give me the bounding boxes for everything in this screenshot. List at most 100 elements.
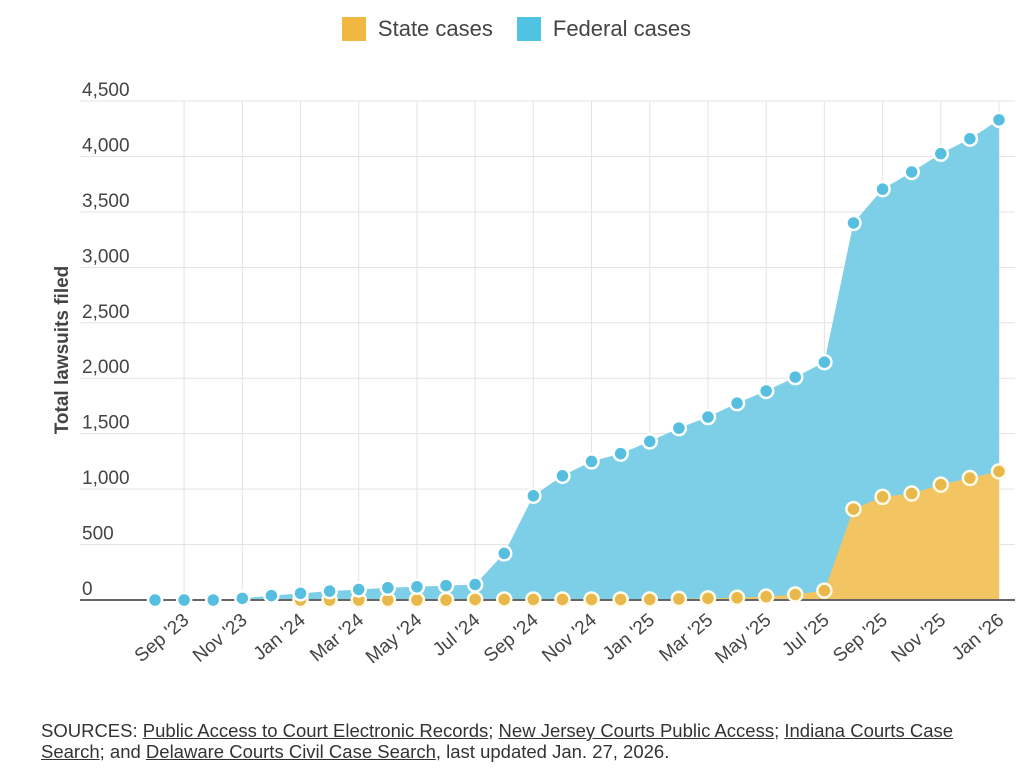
federal-data-point: [874, 180, 891, 198]
state-data-point: [641, 591, 659, 608]
y-tick-label: 1,000: [82, 468, 130, 489]
federal-data-point: [437, 577, 455, 594]
x-tick-label: May '25: [711, 610, 775, 668]
federal-data-point: [175, 591, 193, 609]
federal-data-point: [466, 576, 484, 593]
federal-data-point: [495, 545, 513, 562]
y-tick-label: 3,000: [82, 246, 130, 267]
source-link-pacer[interactable]: Public Access to Court Electronic Record…: [142, 720, 489, 741]
state-data-point: [845, 500, 862, 518]
sources-sep: ;: [488, 720, 499, 741]
state-area: [155, 471, 999, 600]
state-data-point: [874, 488, 891, 506]
y-tick-label: 0: [82, 579, 93, 600]
federal-data-point: [263, 587, 280, 604]
y-tick-label: 1,500: [82, 413, 130, 434]
sources-suffix: , last updated Jan. 27, 2026.: [435, 741, 670, 762]
state-data-point: [728, 589, 746, 607]
federal-swatch: [516, 17, 541, 41]
state-data-point: [525, 591, 542, 608]
federal-data-point: [350, 581, 367, 598]
federal-data-point: [670, 419, 688, 437]
state-data-point: [699, 590, 717, 607]
federal-data-point: [583, 453, 600, 470]
x-tick-label: Jul '24: [429, 609, 484, 660]
source-link-delaware[interactable]: Delaware Courts Civil Case Search: [145, 741, 436, 762]
federal-data-point: [641, 433, 659, 450]
federal-data-point: [379, 579, 397, 597]
federal-data-point: [321, 582, 338, 600]
state-data-point: [903, 485, 920, 502]
y-axis-label: Total lawsuits filed: [52, 266, 73, 435]
federal-data-point: [816, 353, 833, 371]
sources-sep: ;: [774, 720, 785, 741]
state-data-point: [466, 591, 484, 608]
state-data-point: [990, 463, 1008, 480]
y-tick-label: 4,000: [82, 135, 130, 156]
state-swatch: [341, 17, 366, 41]
x-tick-label: Mar '24: [306, 609, 368, 666]
state-data-point: [612, 591, 629, 608]
x-tick-label: Nov '25: [888, 610, 950, 667]
legend: State cases Federal cases: [0, 16, 1033, 42]
x-tick-label: Mar '25: [656, 610, 718, 666]
y-axis-ticks: 0 500 1,000 1,500 2,000 2,500 3,000 3,500 4,000 4…: [82, 80, 130, 600]
federal-data-point: [146, 591, 164, 609]
state-data-point: [787, 586, 804, 603]
x-tick-label: Jan '26: [948, 610, 1008, 665]
federal-points: [146, 111, 1008, 609]
x-tick-label: May '24: [362, 609, 426, 668]
y-tick-label: 500: [82, 524, 114, 545]
federal-area: [155, 119, 999, 601]
federal-data-point: [903, 163, 920, 181]
federal-data-point: [787, 368, 804, 386]
state-data-point: [408, 591, 426, 609]
state-data-point: [757, 588, 775, 605]
x-tick-label: Sep '25: [829, 610, 891, 667]
state-data-point: [961, 469, 979, 487]
state-data-point: [816, 582, 833, 599]
source-link-nj[interactable]: New Jersey Courts Public Access: [498, 720, 775, 741]
x-tick-label: Nov '23: [189, 610, 251, 667]
chart: 0 500 1,000 1,500 2,000 2,500 3,000 3,500 4,000 4…: [52, 80, 1015, 668]
x-tick-label: Jan '24: [250, 609, 310, 664]
federal-data-point: [525, 487, 542, 505]
legend-label-state: State cases: [377, 16, 493, 41]
federal-data-point: [554, 467, 571, 485]
legend-item-state[interactable]: State cases: [341, 16, 493, 42]
y-tick-label: 4,500: [82, 80, 130, 101]
x-tick-label: Sep '24: [480, 609, 543, 666]
x-tick-label: Sep '23: [131, 610, 193, 667]
federal-data-point: [932, 145, 950, 162]
federal-data-point: [990, 111, 1008, 129]
sources-note: SOURCES: Public Access to Court Electron…: [41, 720, 1016, 762]
x-tick-label: Nov '24: [538, 609, 601, 666]
federal-data-point: [612, 445, 629, 462]
x-tick-label: Jan '25: [599, 610, 659, 665]
federal-data-point: [699, 408, 717, 426]
source-link-indiana[interactable]: Indiana Courts Case Search: [41, 720, 954, 762]
federal-data-point: [845, 214, 862, 232]
federal-data-point: [757, 382, 775, 400]
y-tick-label: 2,500: [82, 302, 130, 323]
legend-label-federal: Federal cases: [552, 16, 692, 41]
state-data-point: [495, 591, 513, 608]
state-data-point: [670, 590, 688, 608]
y-tick-label: 3,500: [82, 191, 130, 212]
federal-data-point: [728, 394, 746, 412]
federal-data-point: [204, 591, 222, 609]
x-tick-label: Jul '25: [778, 610, 833, 661]
sources-prefix: SOURCES:: [41, 720, 143, 741]
federal-data-point: [961, 130, 979, 147]
federal-data-point: [292, 585, 309, 602]
state-data-point: [437, 591, 455, 609]
federal-data-point: [408, 578, 426, 595]
sources-sep: ; and: [99, 741, 146, 762]
state-data-point: [932, 476, 950, 493]
state-data-point: [554, 591, 571, 608]
federal-data-point: [234, 590, 251, 607]
state-data-point: [583, 591, 600, 608]
legend-item-federal[interactable]: Federal cases: [516, 16, 692, 42]
y-tick-label: 2,000: [82, 357, 130, 378]
